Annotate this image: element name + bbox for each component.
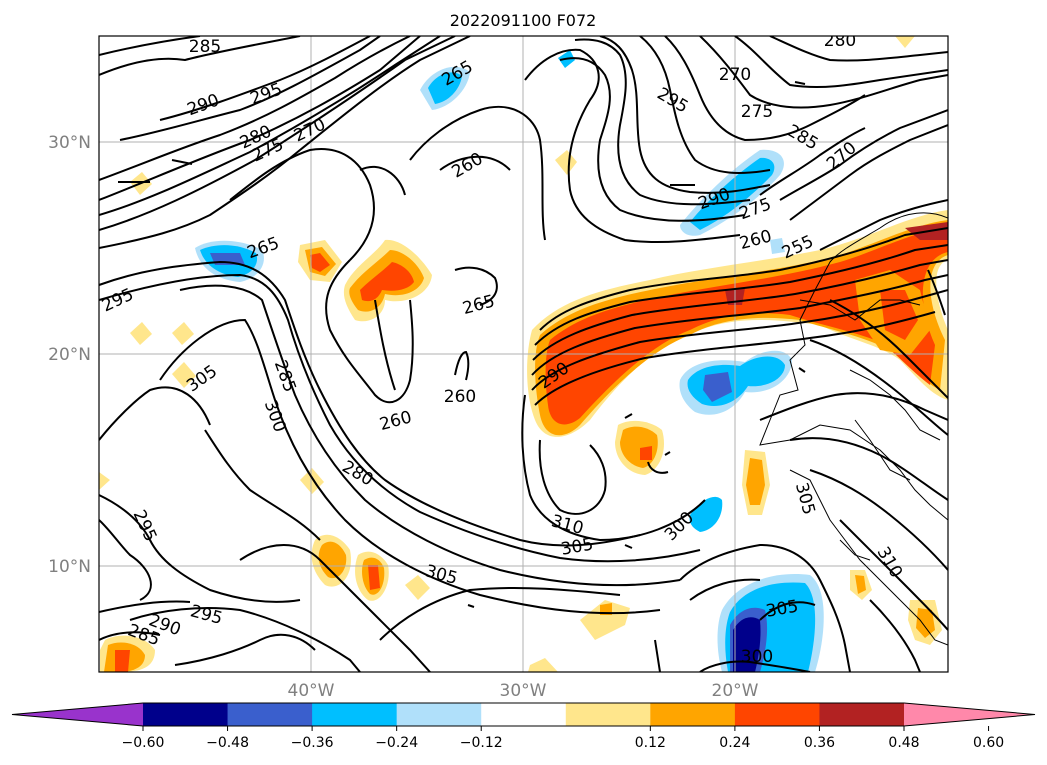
latitude-labels: 30°N 20°N 10°N [48, 133, 91, 577]
colorbar-tick-label: 0.36 [804, 735, 835, 751]
colorbar-tick-label: 0.60 [973, 735, 1004, 751]
lon-label-40w: 40°W [288, 681, 335, 701]
colorbar-bin [396, 703, 482, 726]
colorbar-tick-label: −0.24 [375, 735, 418, 751]
colorbar-tick-label: −0.48 [206, 735, 249, 751]
colorbar-bin [481, 703, 567, 726]
lat-label-30n: 30°N [48, 133, 91, 153]
colorbar-bin [734, 703, 820, 726]
colorbar-tick-label: 0.12 [635, 735, 666, 751]
coastlines [759, 212, 948, 646]
lat-label-20n: 20°N [48, 345, 91, 365]
contour-label: 260 [444, 387, 476, 407]
colorbar-extend-low [12, 703, 143, 726]
colorbar-bin [227, 703, 313, 726]
colorbar-tick-label: −0.60 [122, 735, 165, 751]
colorbar-extend-high [904, 703, 1035, 726]
colorbar-tick-label: −0.36 [291, 735, 334, 751]
map-area: 285 290 295 280 270 275 265 260 270 295 … [99, 31, 948, 672]
contour-lines [99, 36, 948, 672]
longitude-labels: 40°W 30°W 20°W [288, 681, 759, 701]
contour-label: 285 [189, 37, 221, 57]
colorbar-tick-label: 0.24 [719, 735, 750, 751]
colorbar-bin [650, 703, 736, 726]
colorbar-tick-label: 0.48 [888, 735, 919, 751]
contour-label: 270 [719, 65, 751, 85]
map-frame [98, 35, 949, 673]
contour-label: 275 [741, 102, 773, 122]
lon-label-30w: 30°W [500, 681, 547, 701]
lat-label-10n: 10°N [48, 557, 91, 577]
contour-label: 280 [824, 31, 856, 51]
map-title: 2022091100 F072 [450, 11, 597, 30]
colorbar-bin [819, 703, 905, 726]
colorbar-bin [143, 703, 229, 726]
colorbar-bin [565, 703, 651, 726]
colorbar: −0.60 −0.48 −0.36 −0.24 −0.12 0.12 0.24 0.36 0.4… [11, 702, 1036, 751]
warm-anomaly-band-core [545, 228, 948, 425]
contour-label: 300 [741, 647, 773, 667]
lon-label-20w: 20°W [712, 681, 759, 701]
shading-layer [99, 36, 948, 672]
colorbar-tick-label: −0.12 [460, 735, 503, 751]
colorbar-bin [312, 703, 398, 726]
